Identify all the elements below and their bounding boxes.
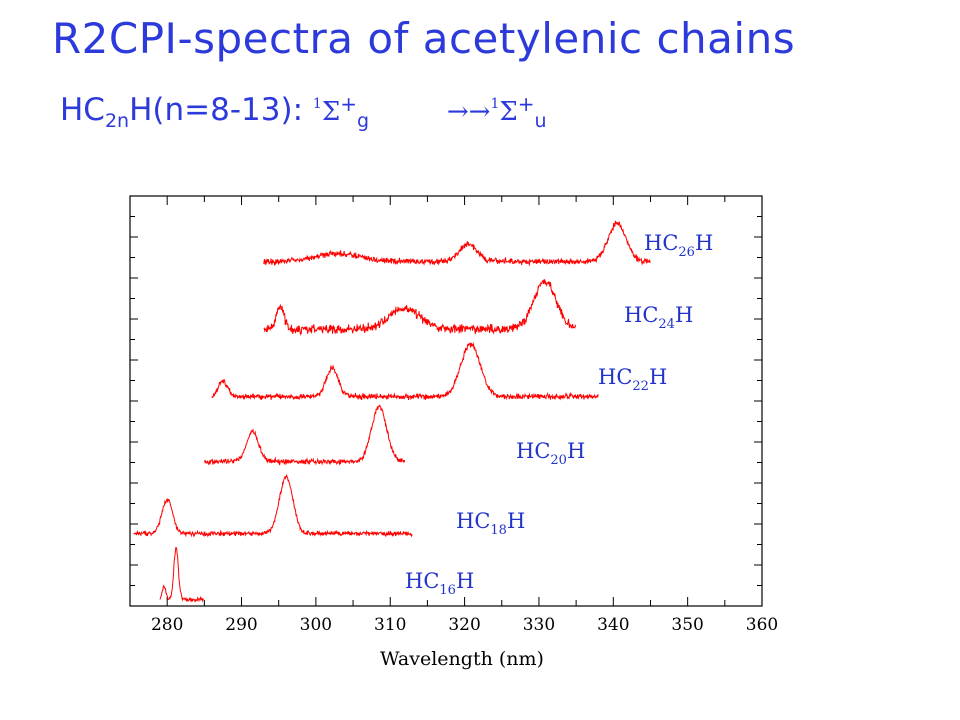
- x-tick-label: 350: [671, 615, 703, 635]
- trace-label-hc18h: HC18H: [456, 509, 525, 538]
- x-tick-label: 280: [151, 615, 183, 635]
- state1-sigma: Σ: [321, 97, 341, 127]
- trace-label-hc22h: HC22H: [598, 365, 667, 394]
- trace-label-hc20h: HC20H: [516, 439, 585, 468]
- trace-label-hc26h: HC26H: [644, 231, 713, 260]
- transition-arrow: →→: [446, 97, 491, 127]
- state2-parity: u: [534, 110, 547, 132]
- x-tick-label: 320: [448, 615, 480, 635]
- slide-subtitle: HC2nH(n=8-13): 1Σ+g →→1Σ+u: [60, 92, 547, 132]
- spectra-traces: [133, 220, 651, 603]
- x-tick-label: 340: [597, 615, 629, 635]
- spectrum-trace-hc16h: [159, 547, 205, 603]
- slide-title: R2CPI-spectra of acetylenic chains: [52, 14, 796, 63]
- subtitle-prefix: HC: [60, 92, 105, 128]
- x-tick-label: 310: [374, 615, 406, 635]
- spectrum-trace-hc22h: [211, 341, 599, 401]
- trace-label-hc16h: HC16H: [405, 569, 474, 598]
- plot-border: [129, 195, 763, 607]
- spectrum-trace-hc26h: [263, 220, 651, 267]
- spectrum-trace-hc24h: [263, 278, 577, 336]
- state1-multiplicity: 1: [312, 96, 322, 112]
- x-tick-label: 290: [225, 615, 257, 635]
- state2-multiplicity: 1: [490, 96, 500, 112]
- x-tick-label: 300: [300, 615, 332, 635]
- subtitle-sub-2n: 2n: [104, 110, 130, 132]
- x-tick-label: 360: [746, 615, 778, 635]
- subtitle-middle: H(n=8-13):: [129, 92, 313, 128]
- trace-labels: HC16H HC18H HC20H HC22H HC24H HC26H: [405, 231, 713, 598]
- spectrum-trace-hc18h: [133, 473, 413, 538]
- x-axis-label: Wavelength (nm): [380, 648, 544, 670]
- x-tick-label: 330: [523, 615, 555, 635]
- state1-plus: +: [340, 92, 357, 116]
- state1-parity: g: [356, 110, 370, 132]
- state2-plus: +: [517, 92, 535, 116]
- spectrum-trace-hc20h: [203, 404, 406, 466]
- state2-sigma: Σ: [499, 97, 518, 127]
- trace-label-hc24h: HC24H: [624, 303, 693, 332]
- plot-frame: 280 290 300 310 320 330 340 350 360: [129, 195, 778, 635]
